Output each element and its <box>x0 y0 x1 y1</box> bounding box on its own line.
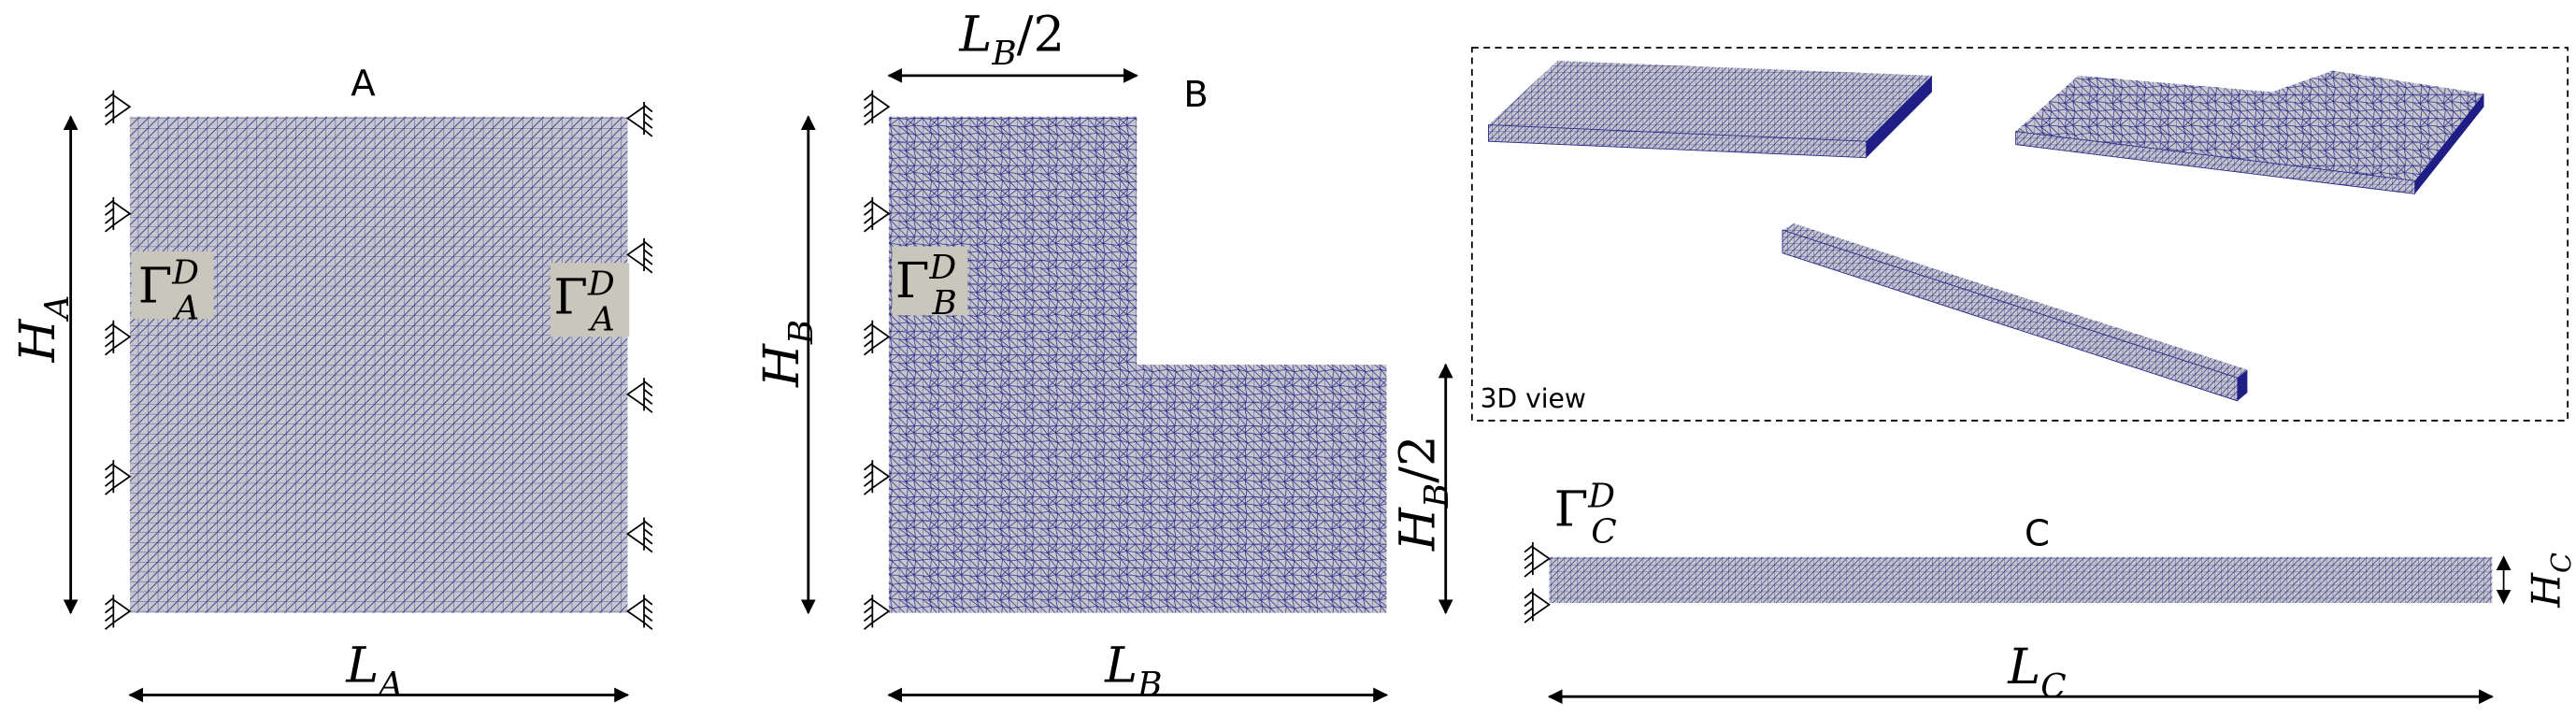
math-label: LC <box>2007 638 2066 706</box>
math-part: /2 <box>1389 435 1446 482</box>
math-part: D <box>171 253 199 292</box>
math-label: ΓD A <box>553 265 614 339</box>
beam-3d <box>1782 223 2248 402</box>
support <box>625 595 653 630</box>
panel-label: A <box>351 63 376 105</box>
label-bg <box>550 263 630 337</box>
support <box>625 101 653 137</box>
math-label: HA <box>9 295 77 364</box>
support <box>625 237 653 274</box>
math-part: L <box>345 637 379 694</box>
math-part: A <box>376 666 403 704</box>
inset-frame <box>1470 47 2569 422</box>
panel-label: B <box>1183 74 1209 116</box>
math-part: H <box>753 343 810 388</box>
math-part: Γ <box>138 257 173 314</box>
support <box>1524 541 1551 578</box>
math-part: H <box>2523 572 2569 609</box>
support <box>864 595 891 630</box>
support <box>625 378 653 413</box>
support <box>625 517 653 553</box>
support <box>864 460 891 495</box>
math-part: C <box>2545 552 2576 573</box>
math-part: D <box>929 249 957 287</box>
math-label: HC <box>2523 552 2576 609</box>
math-part: B <box>931 284 956 323</box>
math-part: L <box>2007 638 2040 695</box>
layout <box>63 47 2569 705</box>
support <box>105 595 132 630</box>
label-bg <box>131 251 214 319</box>
math-part: L <box>1104 637 1138 694</box>
inset-label: 3D view <box>1481 383 1586 414</box>
math-label: LA <box>345 637 403 704</box>
math-label: HB <box>753 320 821 388</box>
math-label: LB/2 <box>958 6 1065 73</box>
math-label: ΓD A <box>138 253 199 327</box>
math-part: C <box>1591 512 1616 551</box>
support <box>105 320 132 356</box>
math-label: ΓD B <box>895 249 957 323</box>
math-label: ΓD C <box>1554 477 1617 551</box>
math-part: H <box>9 318 66 363</box>
math-part: B <box>782 320 821 345</box>
math-part: B <box>1418 483 1456 509</box>
support <box>105 90 132 126</box>
support <box>864 320 891 356</box>
mesh-b <box>888 116 1387 613</box>
support <box>1524 588 1551 624</box>
label-bg <box>892 246 968 316</box>
slab-b-3d <box>2015 70 2484 194</box>
panel-label: C <box>2025 513 2050 555</box>
math-part: Γ <box>553 269 588 326</box>
math-part: Γ <box>1554 480 1589 538</box>
math-part: A <box>588 301 615 339</box>
math-part: L <box>958 6 992 63</box>
math-part: C <box>2040 667 2066 706</box>
math-part: A <box>38 295 77 323</box>
math-part: Γ <box>895 252 930 309</box>
math-part: D <box>587 265 615 304</box>
support <box>864 196 891 233</box>
math-part: B <box>1137 666 1162 704</box>
supports <box>105 90 1551 630</box>
support <box>864 90 891 126</box>
math-part: /2 <box>1017 6 1065 63</box>
support <box>105 460 132 495</box>
math-part: B <box>991 35 1016 73</box>
mesh-a <box>129 116 628 613</box>
math-label: LB <box>1104 637 1162 704</box>
slab-a-3d <box>1487 61 1932 159</box>
dimension-arrows <box>63 67 2512 705</box>
support <box>105 196 132 233</box>
math-part: H <box>1389 507 1446 552</box>
math-label: HB/2 <box>1389 435 1456 552</box>
math-part: A <box>172 289 199 327</box>
mesh-c <box>1549 556 2493 604</box>
math-part: D <box>1587 477 1615 515</box>
